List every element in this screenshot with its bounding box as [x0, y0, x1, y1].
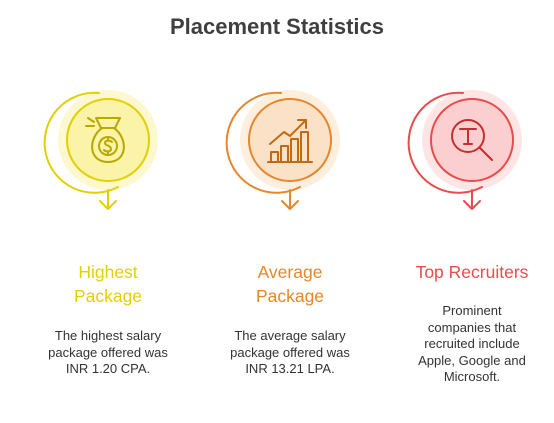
stat-card-highest-package: Highest Package The highest salary packa…: [23, 0, 193, 423]
money-bag-icon-graphic: [36, 78, 180, 222]
growth-chart-icon-graphic: [218, 78, 362, 222]
description-line: INR 1.20 CPA.: [65, 361, 151, 376]
heading-line: Highest: [78, 262, 138, 282]
description-line: The highest salary: [54, 328, 162, 343]
description-line: Microsoft.: [443, 369, 501, 384]
description-line: Apple, Google and: [418, 352, 526, 368]
stat-card-average-package: Average Package The average salary packa…: [205, 0, 375, 423]
highest-package-heading: Highest Package: [23, 260, 193, 308]
top-recruiters-heading: Top Recruiters: [387, 260, 554, 284]
money-bag-icon: [43, 90, 158, 210]
growth-chart-icon: [225, 90, 340, 210]
heading-line: Top Recruiters: [415, 262, 529, 282]
recruiter-search-icon-graphic: [400, 78, 544, 222]
highest-package-description: The highest salary package offered was I…: [23, 328, 193, 378]
heading-line: Average: [257, 262, 323, 282]
heading-line: Package: [73, 286, 143, 306]
average-package-heading: Average Package: [205, 260, 375, 308]
description-line: companies that: [427, 319, 517, 335]
description-line: package offered was: [230, 344, 350, 360]
description-line: INR 13.21 LPA.: [245, 361, 335, 376]
average-package-description: The average salary package offered was I…: [205, 328, 375, 378]
heading-line: Package: [255, 286, 325, 306]
top-recruiters-description: Prominent companies that recruited inclu…: [387, 303, 554, 386]
description-line: Prominent: [442, 303, 502, 318]
stat-card-top-recruiters: Top Recruiters Prominent companies that …: [387, 0, 554, 423]
description-line: recruited include: [424, 336, 520, 351]
description-line: The average salary: [234, 328, 346, 343]
recruiter-search-icon: [407, 90, 522, 210]
description-line: package offered was: [48, 344, 168, 360]
page-title: Placement Statistics: [170, 14, 384, 39]
